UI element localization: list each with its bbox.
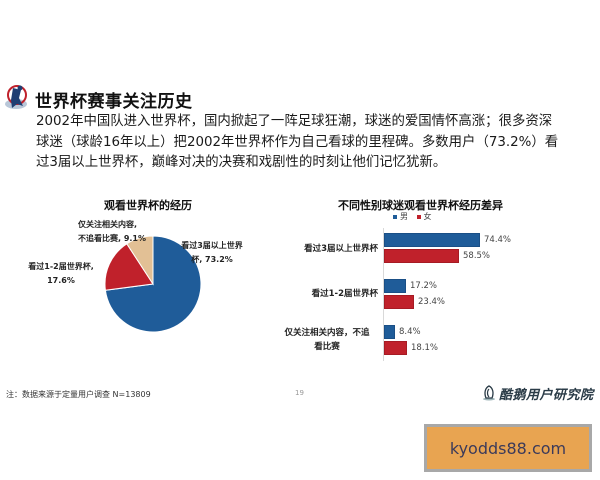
bar-value: 8.4% bbox=[399, 327, 421, 337]
paragraph-line: 2002年中国队进入世界杯，国内掀起了一阵足球狂潮，球迷的爱国情怀高涨；很多资深 bbox=[36, 114, 553, 129]
legend-male: 男 bbox=[393, 212, 408, 221]
watermark-banner: kyodds88.com bbox=[424, 424, 592, 472]
pie-slices bbox=[104, 235, 202, 333]
paragraph-line: 过3届以上世界杯，巅峰对决的决赛和戏剧性的时刻让他们记忆犹新。 bbox=[36, 155, 447, 170]
bar-3plus-female bbox=[384, 249, 459, 263]
pie-chart-title: 观看世界杯的经历 bbox=[104, 199, 192, 212]
bar-category-3plus: 看过3届以上世界杯 bbox=[304, 244, 378, 254]
legend-female-swatch bbox=[416, 214, 421, 219]
bar-category-1to2: 看过1-2届世界杯 bbox=[311, 289, 378, 299]
bar-chart-legend: 男 女 bbox=[393, 211, 432, 222]
bar-3plus-male bbox=[384, 233, 480, 247]
bar-category-follow-only: 仅关注相关内容，不追 看比赛 bbox=[284, 328, 370, 352]
bar-value: 18.1% bbox=[411, 343, 439, 353]
bar-value: 74.4% bbox=[484, 235, 512, 245]
bar-follow-only-female bbox=[384, 341, 407, 355]
pie-label-1to2: 看过1-2届世界杯, 17.6% bbox=[28, 262, 94, 285]
legend-female: 女 bbox=[416, 212, 432, 221]
bar-value: 17.2% bbox=[410, 281, 438, 291]
summary-paragraph: 2002年中国队进入世界杯，国内掀起了一阵足球狂潮，球迷的爱国情怀高涨；很多资深… bbox=[36, 112, 592, 174]
pie-label-follow-only: 仅关注相关内容, 不追看比赛, 9.1% bbox=[78, 220, 147, 243]
bar-chart-axis bbox=[383, 228, 384, 361]
page-number: 19 bbox=[295, 389, 304, 397]
bar-value: 23.4% bbox=[418, 297, 446, 307]
brand-name: 酷鹅用户研究院 bbox=[499, 387, 594, 403]
pie-slice-1to2 bbox=[104, 243, 154, 291]
bar-1to2-male bbox=[384, 279, 406, 293]
bar-follow-only-male bbox=[384, 325, 395, 339]
brand-logo: 酷鹅用户研究院 bbox=[482, 383, 594, 403]
page-title: 世界杯赛事关注历史 bbox=[35, 92, 193, 112]
bar-chart-title: 不同性别球迷观看世界杯经历差异 bbox=[338, 199, 503, 212]
bar-value: 58.5% bbox=[463, 251, 491, 261]
pie-label-3plus: 看过3届以上世界 杯, 73.2% bbox=[181, 241, 243, 264]
paragraph-line: 球迷（球龄16年以上）把2002年世界杯作为自己看球的里程碑。多数用户（73.2… bbox=[36, 134, 559, 150]
soccer-player-icon bbox=[3, 84, 31, 111]
bar-1to2-female bbox=[384, 295, 414, 309]
penguin-logo-icon bbox=[483, 385, 495, 401]
pie-slice-follow-only bbox=[126, 235, 154, 286]
watermark-text: kyodds88.com bbox=[449, 438, 567, 458]
legend-male-swatch bbox=[393, 214, 397, 219]
data-source-note: 注：数据来源于定量用户调查 N=13809 bbox=[6, 390, 151, 399]
